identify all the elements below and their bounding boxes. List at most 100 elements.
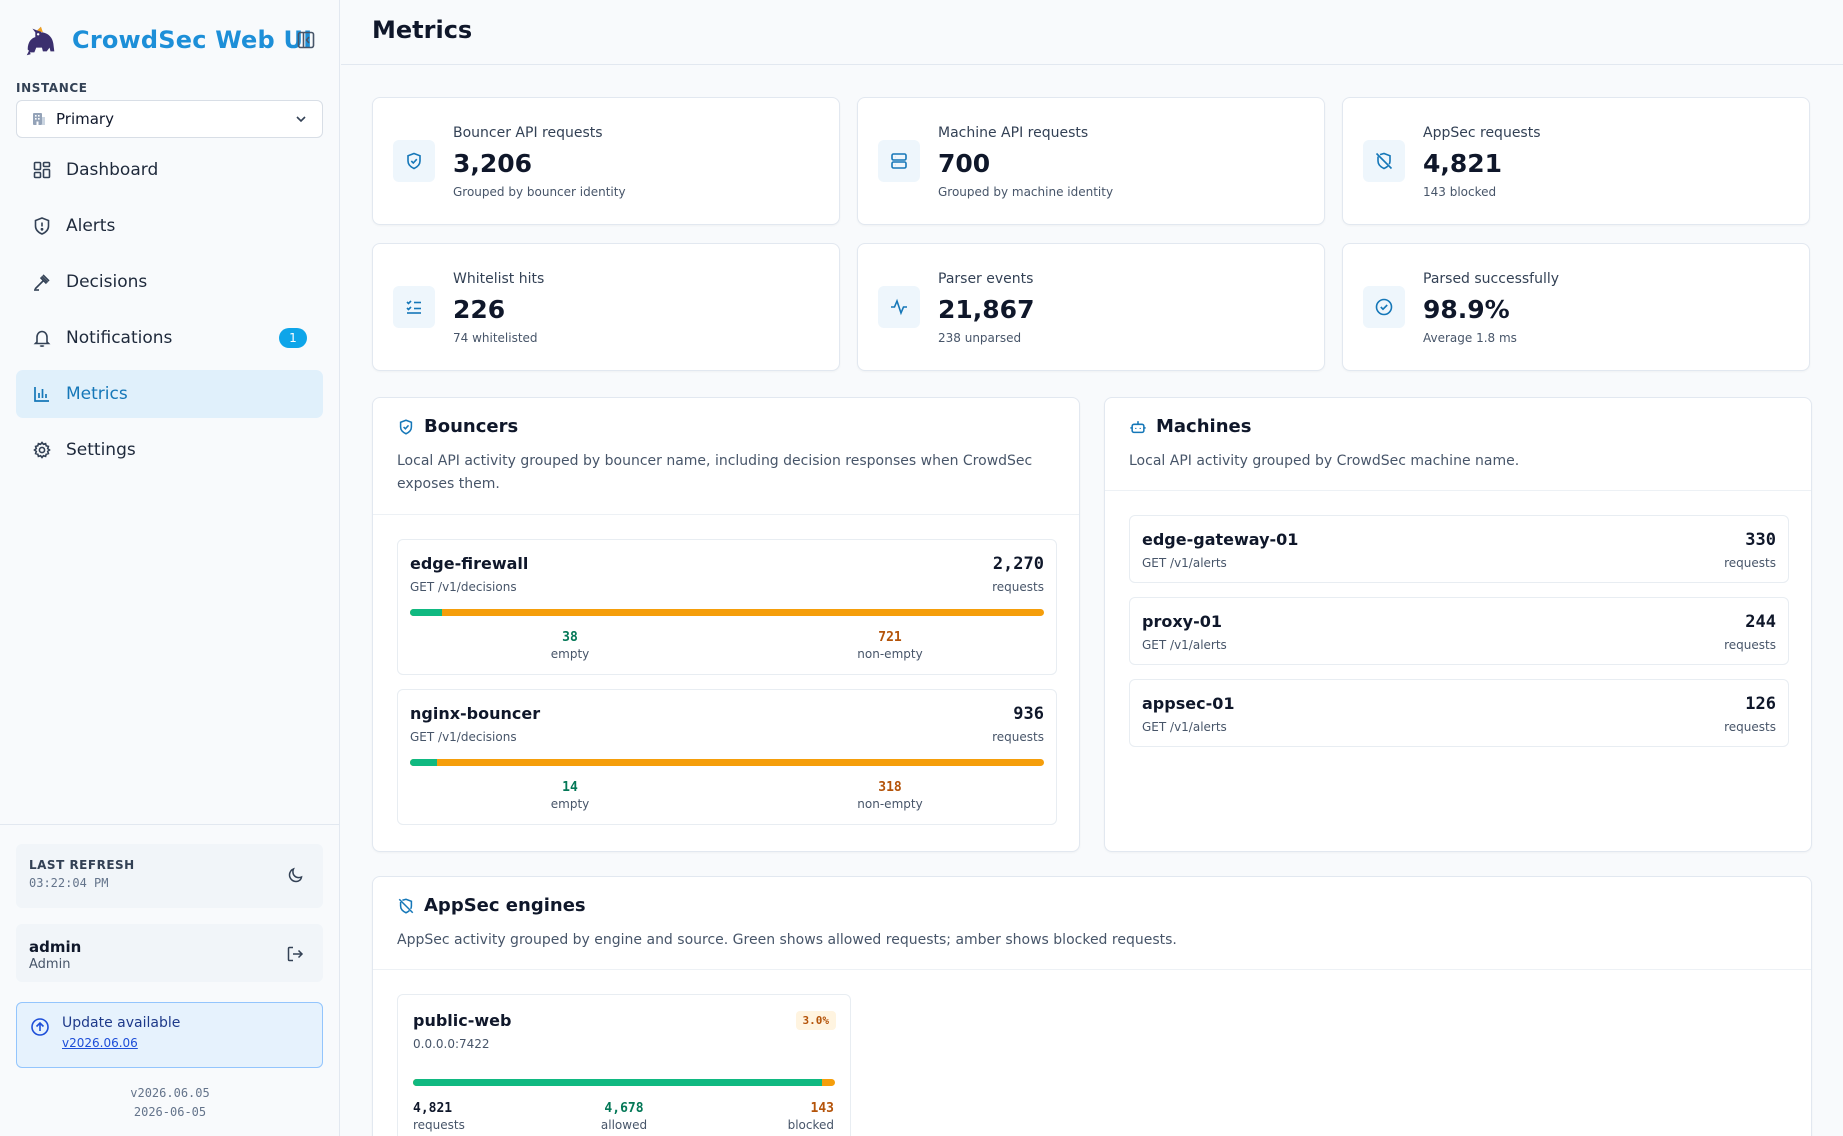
shield-check-icon [407,152,421,170]
user-name: admin [29,938,82,956]
nav-label: Alerts [66,216,116,236]
non-empty-stat: 721 non-empty [810,630,970,661]
update-version-link[interactable]: v2026.06.06 [62,1036,138,1050]
building-icon [33,113,45,125]
stat-value: 226 [453,295,506,324]
machine-requests: 244 [1745,612,1776,632]
app-title: CrowdSec Web UI [72,26,313,54]
last-refresh-time: 03:22:04 PM [29,876,109,890]
sidebar-divider [0,824,340,825]
stat-value: 3,206 [453,149,533,178]
instance-select[interactable]: Primary [16,100,323,138]
stat-value: 98.9% [1423,295,1510,324]
empty-fill [410,759,437,766]
stat-card-parser-events: Parser events 21,867 238 unparsed [857,243,1325,371]
bouncer-name: nginx-bouncer [410,704,541,723]
machine-name: edge-gateway-01 [1142,530,1299,549]
allowed-label: allowed [600,1118,648,1132]
requests-label: requests [1724,720,1776,734]
panel-divider [373,514,1079,515]
bouncer-card[interactable]: nginx-bouncer GET /v1/decisions 936 requ… [397,689,1057,825]
last-refresh-panel: LAST REFRESH 03:22:04 PM [16,844,323,908]
non-empty-count: 721 [878,630,902,645]
theme-toggle-moon-icon[interactable] [287,866,305,884]
stat-card-whitelist: Whitelist hits 226 74 whitelisted [372,243,840,371]
stat-subtext: Grouped by machine identity [938,185,1114,199]
stat-subtext: Grouped by bouncer identity [453,185,626,199]
requests-label: requests [1724,638,1776,652]
machine-requests: 330 [1745,530,1776,550]
nav-item-notifications[interactable]: Notifications 1 [16,314,323,362]
allowed-blocked-bar [413,1079,835,1086]
panel-title: Machines [1156,416,1252,437]
requests-label: requests [1724,556,1776,570]
panel-title: Bouncers [424,416,519,437]
instance-value: Primary [56,110,114,128]
page-title: Metrics [372,16,473,44]
current-version: v2026.06.05 [130,1086,210,1100]
requests-count: 4,821 [413,1101,453,1116]
collapse-sidebar-icon[interactable] [296,30,316,50]
nav-label: Settings [66,440,136,460]
empty-count: 38 [562,630,578,645]
dashboard-icon [33,161,51,179]
panel-header: Machines [1129,416,1251,437]
machine-name: appsec-01 [1142,694,1235,713]
shield-off-icon [1375,152,1393,170]
requests-label: requests [992,580,1044,594]
bell-icon [33,330,51,347]
update-available-banner: Update available v2026.06.06 [16,1002,323,1068]
machine-card[interactable]: proxy-01 GET /v1/alerts 244 requests [1129,597,1789,665]
nav-item-settings[interactable]: Settings [16,426,323,474]
shield-off-icon [398,897,414,914]
empty-stat: 14 empty [490,780,650,811]
nav-label: Decisions [66,272,148,292]
shield-alert-icon [34,217,50,235]
brand[interactable]: CrowdSec Web UI [22,18,312,62]
decision-response-bar [410,759,1044,766]
user-panel: admin Admin [16,924,323,982]
machine-card[interactable]: edge-gateway-01 GET /v1/alerts 330 reque… [1129,515,1789,583]
non-empty-label: non-empty [857,647,923,661]
stat-value: 4,821 [1423,149,1503,178]
stat-card-bouncer-api: Bouncer API requests 3,206 Grouped by bo… [372,97,840,225]
stat-icon-box [1363,140,1405,182]
bouncer-route: GET /v1/decisions [410,730,517,744]
appsec-engine-card[interactable]: public-web 0.0.0.0:7422 3.0% 4,821 reque… [397,994,851,1136]
stat-subtext: Average 1.8 ms [1423,331,1517,345]
blocked-count: 143 [810,1101,834,1116]
appsec-engines-panel: AppSec engines AppSec activity grouped b… [372,876,1812,1136]
allowed-stat: 4,678 allowed [544,1101,704,1132]
nav-item-dashboard[interactable]: Dashboard [16,146,323,194]
stat-card-machine-api: Machine API requests 700 Grouped by mach… [857,97,1325,225]
allowed-count: 4,678 [604,1101,644,1116]
stat-icon-box [878,140,920,182]
chevron-down-icon [296,116,306,123]
arrow-up-circle-icon [31,1018,49,1036]
machine-card[interactable]: appsec-01 GET /v1/alerts 126 requests [1129,679,1789,747]
machine-route: GET /v1/alerts [1142,638,1227,652]
build-date: 2026-06-05 [133,1105,207,1119]
machine-name: proxy-01 [1142,612,1222,631]
nav-item-alerts[interactable]: Alerts [16,202,323,250]
decision-response-bar [410,609,1044,616]
stat-icon-box [393,286,435,328]
panel-divider [373,969,1811,970]
bouncer-card[interactable]: edge-firewall GET /v1/decisions 2,270 re… [397,539,1057,675]
bouncer-name: edge-firewall [410,554,529,573]
stat-value: 700 [938,149,991,178]
logout-icon[interactable] [285,944,305,964]
stat-card-appsec: AppSec requests 4,821 143 blocked [1342,97,1810,225]
requests-stat: 4,821 requests [413,1101,465,1132]
machine-route: GET /v1/alerts [1142,556,1227,570]
nav-item-metrics[interactable]: Metrics [16,370,323,418]
server-icon [891,153,907,169]
sidebar: CrowdSec Web UI INSTANCE Primary Dashboa… [0,0,340,1136]
stat-label: Machine API requests [938,125,1089,141]
bouncers-panel: Bouncers Local API activity grouped by b… [372,397,1080,852]
panel-header: AppSec engines [397,895,586,916]
nav-item-decisions[interactable]: Decisions [16,258,323,306]
empty-label: empty [550,797,590,811]
non-empty-label: non-empty [857,797,923,811]
gavel-icon [34,274,50,291]
